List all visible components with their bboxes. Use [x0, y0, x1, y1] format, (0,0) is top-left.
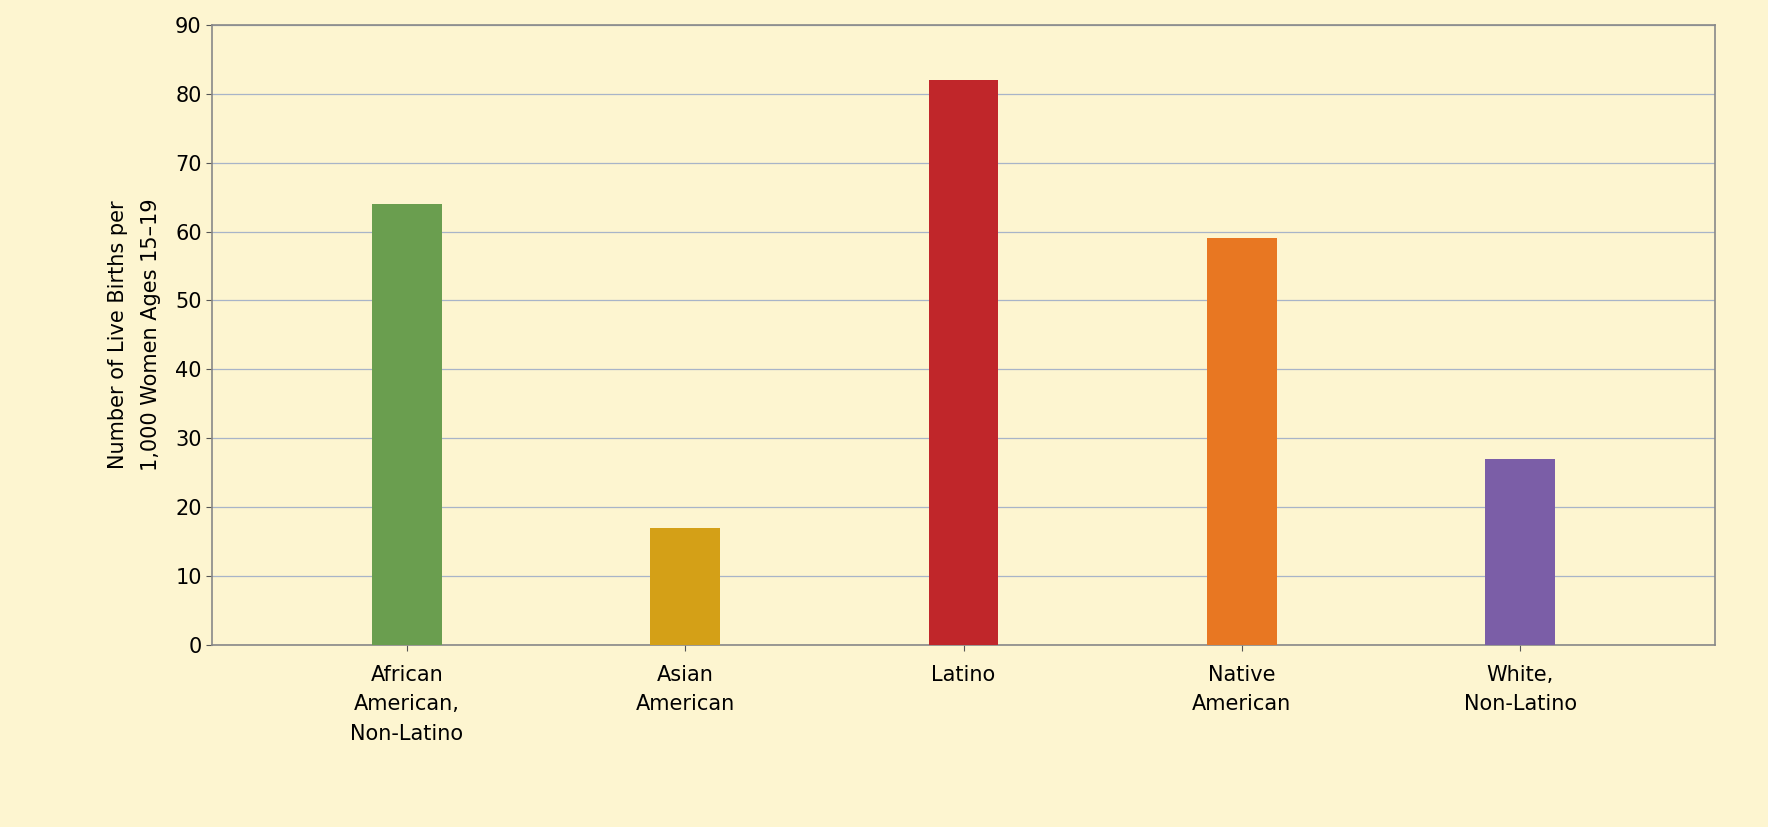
Bar — [373, 204, 442, 645]
Bar — [651, 528, 720, 645]
Bar — [1208, 238, 1276, 645]
Bar — [1485, 459, 1554, 645]
Bar — [928, 80, 999, 645]
Y-axis label: Number of Live Births per
1,000 Women Ages 15–19: Number of Live Births per 1,000 Women Ag… — [108, 198, 161, 471]
